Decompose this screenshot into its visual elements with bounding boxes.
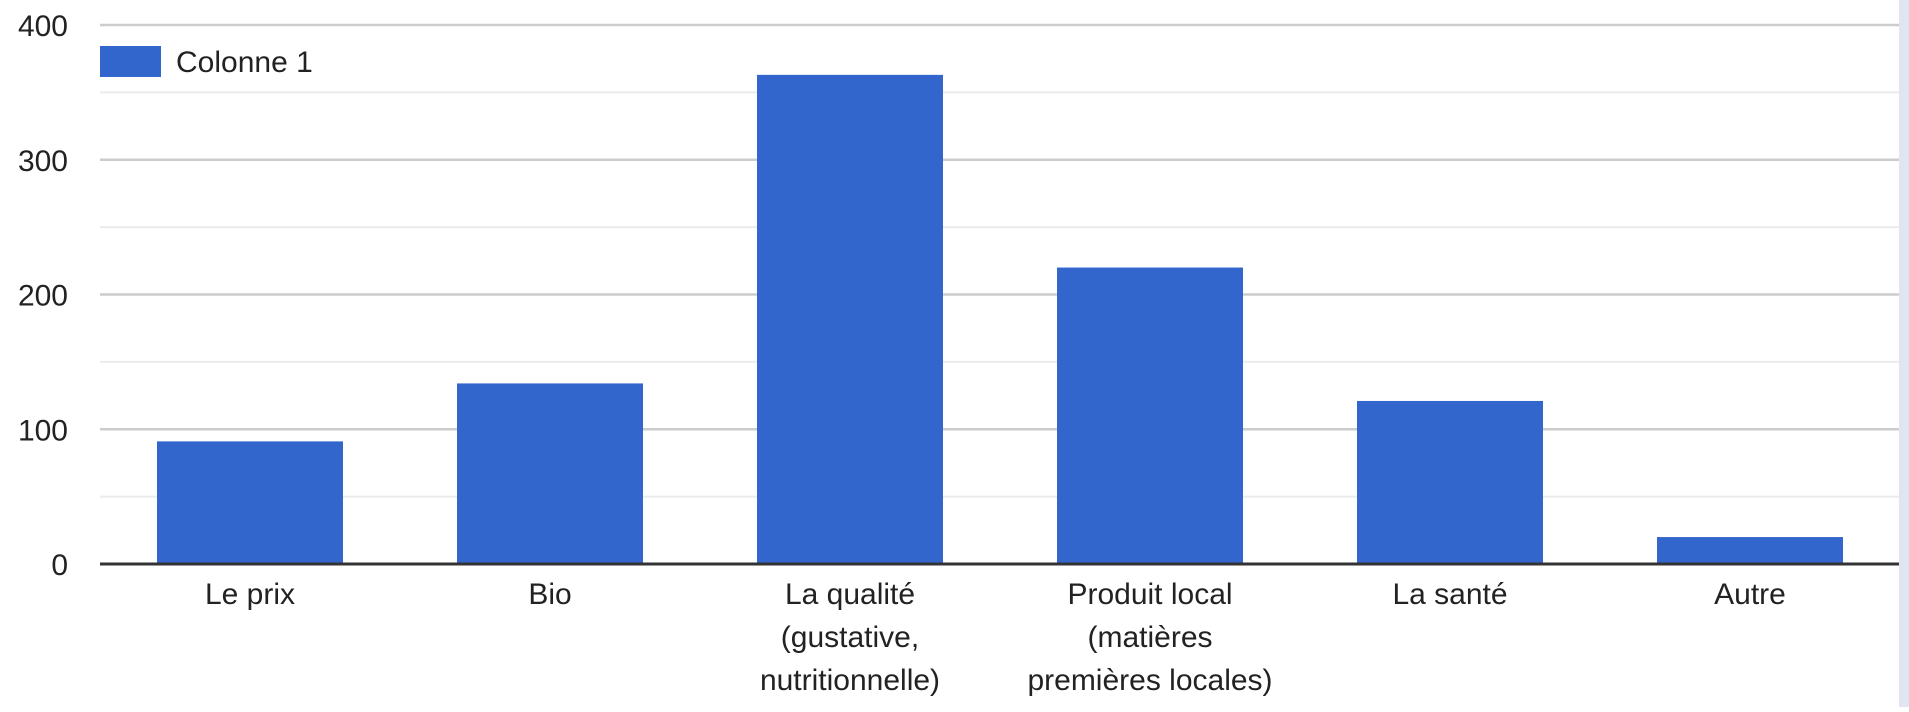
x-tick-label-line: Produit local — [1067, 578, 1232, 611]
bars — [157, 74, 1843, 565]
x-tick-label: Bio — [528, 578, 571, 611]
x-tick-label: La santé — [1392, 578, 1507, 611]
legend: Colonne 1 — [100, 46, 313, 79]
legend-swatch — [100, 46, 161, 77]
legend-label: Colonne 1 — [176, 46, 313, 79]
x-tick-label-line: Autre — [1714, 578, 1786, 611]
y-tick-label: 200 — [18, 280, 68, 313]
bar — [1657, 537, 1843, 564]
grid-lines — [100, 23, 1900, 498]
x-tick-label-line: Bio — [528, 578, 571, 611]
x-tick-label-line: premières locales) — [1027, 664, 1272, 697]
bar — [457, 383, 643, 564]
y-tick-label: 300 — [18, 145, 68, 178]
bar — [1057, 267, 1243, 564]
x-tick-label-line: (gustative, — [781, 621, 919, 654]
x-tick-label: Produit local (matières premières locales) — [1027, 578, 1272, 697]
bar — [1357, 400, 1543, 564]
y-tick-label: 400 — [18, 10, 68, 43]
x-tick-label: La qualité (gustative, nutritionnelle) — [760, 578, 940, 697]
x-tick-label: Autre — [1714, 578, 1786, 611]
x-tick-label-line: La santé — [1392, 578, 1507, 611]
bar — [757, 74, 943, 565]
window-edge — [1899, 0, 1909, 707]
x-tick-label-line: Le prix — [205, 578, 295, 611]
x-tick-label: Le prix — [205, 578, 295, 611]
y-tick-label: 0 — [51, 549, 68, 582]
tick-labels: 0 100 200 300 400 Le prix Bio La qualité (gustat… — [18, 10, 1786, 697]
y-tick-label: 100 — [18, 414, 68, 447]
x-tick-label-line: (matières — [1087, 621, 1212, 654]
x-tick-label-line: nutritionnelle) — [760, 664, 940, 697]
bar — [157, 441, 343, 564]
x-tick-label-line: La qualité — [785, 578, 915, 611]
